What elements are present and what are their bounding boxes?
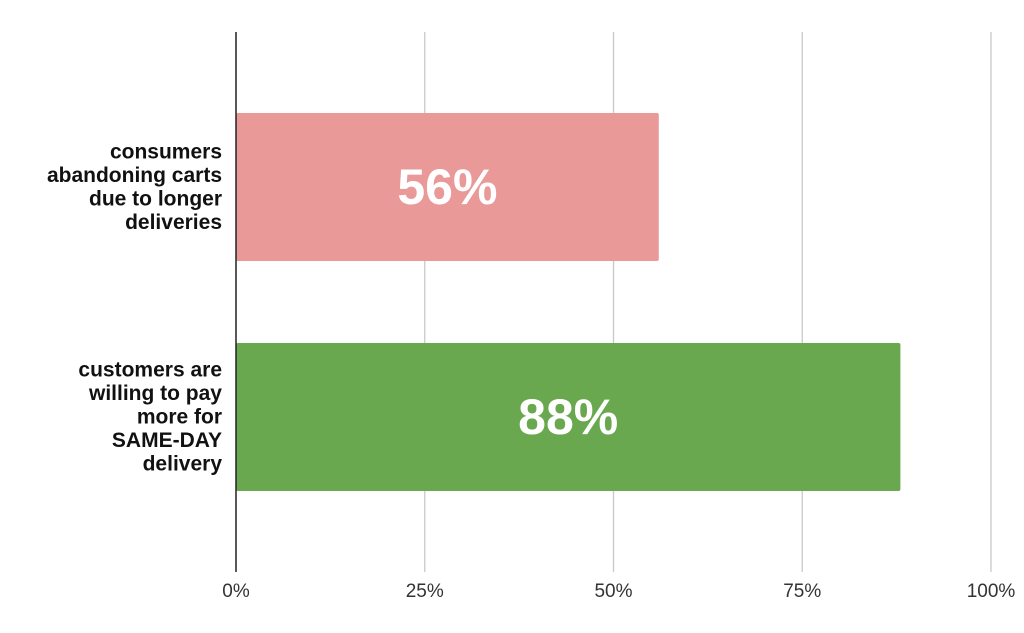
labels: 0% 25% 50% 75% 100% 56% consumers abandoning ca… [47,140,1015,602]
bars [236,113,901,491]
category-label-line: consumers [110,140,222,163]
category-label-line: more for [137,406,222,429]
category-label: customers are willing to pay more for SAME-… [78,359,222,476]
bar [236,343,901,491]
x-tick-label: 100% [967,581,1016,602]
category-label: consumers abandoning carts due to longer de… [47,140,222,234]
category-label-line: deliveries [125,211,222,234]
x-tick-label: 50% [594,581,632,602]
bar [236,113,659,261]
x-tick-label: 75% [783,581,821,602]
x-tick-label: 0% [222,581,250,602]
data-label: 56% [397,159,497,215]
x-tick-label: 25% [406,581,444,602]
category-label-line: delivery [143,453,223,476]
category-label-line: customers are [78,359,222,382]
data-label: 88% [518,389,618,445]
category-label-line: due to longer [89,187,222,210]
category-label-line: willing to pay [88,382,222,405]
category-label-line: abandoning carts [47,164,222,187]
category-label-line: SAME-DAY [112,429,222,452]
